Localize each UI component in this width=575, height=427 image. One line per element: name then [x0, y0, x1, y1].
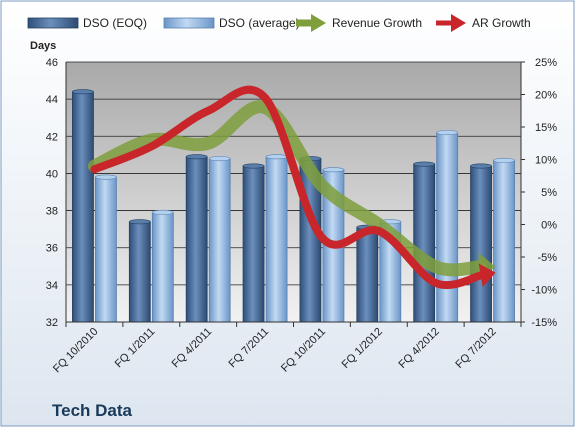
y-right-tick-label: 10%	[535, 155, 557, 167]
bar-cap	[208, 156, 231, 162]
y-axis-title: Days	[30, 40, 56, 52]
bar-cap	[152, 209, 174, 215]
legend-arrow-revenue-growth	[311, 14, 326, 32]
bar-dso-eoq	[356, 226, 379, 323]
bar-cap	[129, 219, 151, 225]
y-right-tick-label: -15%	[531, 317, 557, 329]
y-right-tick-label: 15%	[535, 122, 557, 134]
bar-dso-average	[436, 132, 459, 323]
y-right-tick-label: -5%	[537, 252, 557, 264]
y-right-tick-label: 25%	[535, 57, 557, 69]
lines-layer	[87, 85, 496, 290]
bar-dso-average	[151, 212, 174, 323]
line-ar-growth	[90, 85, 486, 290]
bar-dso-eoq	[72, 91, 94, 323]
bar-dso-eoq	[470, 165, 492, 323]
bar-dso-eoq	[413, 163, 436, 323]
bar-cap	[322, 167, 345, 173]
bar-dso-average	[95, 176, 117, 323]
legend-label-dso-eoq: DSO (EOQ)	[83, 16, 147, 30]
company-title: Tech Data	[52, 401, 133, 420]
y-left-tick-label: 32	[46, 317, 58, 329]
y-left-tick-label: 42	[46, 131, 58, 143]
y-left-tick-label: 36	[46, 243, 58, 255]
bar-cap	[95, 174, 117, 180]
bar-cap	[436, 130, 458, 136]
y-left-tick-label: 34	[46, 280, 58, 292]
bar-cap	[72, 89, 94, 95]
bar-dso-eoq	[185, 156, 208, 323]
legend-swatch-dso-eoq	[27, 17, 79, 29]
bar-dso-average	[493, 160, 515, 323]
y-right-tick-label: 0%	[541, 220, 557, 232]
bar-dso-average	[265, 156, 288, 323]
y-left-tick-label: 38	[46, 206, 58, 218]
legend: DSO (EOQ) DSO (average) Revenue Growth AR G…	[27, 14, 531, 32]
arrowhead-ar-growth	[478, 263, 496, 288]
bar-cap	[413, 161, 435, 167]
y-left-tick-label: 40	[46, 168, 58, 180]
bar-dso-average	[208, 158, 231, 323]
bar-cap	[265, 154, 288, 160]
bar-cap	[185, 154, 208, 160]
bar-cap	[242, 163, 265, 169]
legend-label-revenue-growth: Revenue Growth	[332, 16, 422, 30]
y-left-tick-label: 46	[46, 57, 58, 69]
y-right-tick-label: 20%	[535, 90, 557, 102]
legend-label-ar-growth: AR Growth	[472, 16, 531, 30]
bar-cap	[470, 163, 492, 169]
y-left-tick-label: 44	[46, 94, 58, 106]
y-right-tick-label: -10%	[531, 285, 557, 297]
bar-dso-eoq	[128, 221, 151, 323]
bar-cap	[493, 157, 515, 163]
bar-dso-eoq	[242, 165, 265, 323]
legend-swatch-dso-average	[163, 17, 215, 29]
legend-label-dso-average: DSO (average)	[219, 16, 300, 30]
y-right-tick-label: 5%	[541, 187, 557, 199]
legend-arrow-ar-growth	[451, 14, 466, 32]
